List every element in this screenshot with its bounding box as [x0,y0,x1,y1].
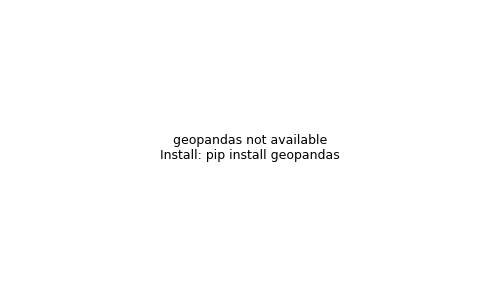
Text: geopandas not available
Install: pip install geopandas: geopandas not available Install: pip ins… [160,134,340,162]
